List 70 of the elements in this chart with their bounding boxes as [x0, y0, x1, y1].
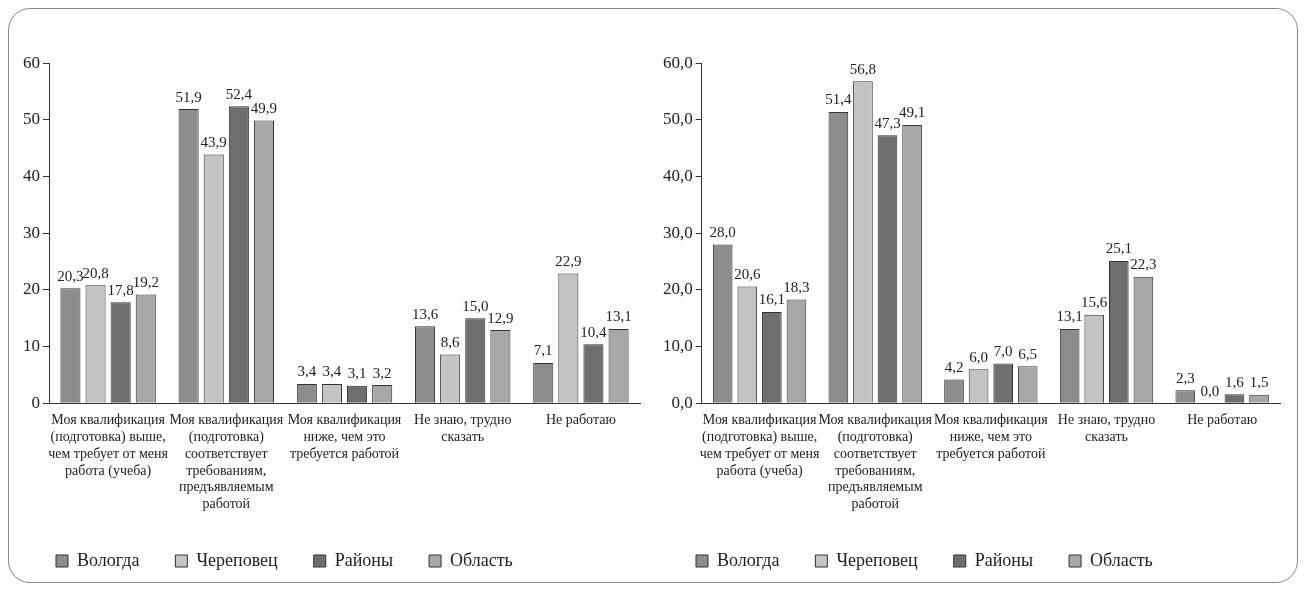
data-label: 25,1 — [1105, 240, 1132, 257]
legend-label: Область — [450, 549, 513, 570]
y-tick-label: 30,0 — [663, 222, 693, 242]
x-tick-label: Моя квалификация ниже, чем это требуется работой — [287, 412, 402, 461]
legend-label: Область — [1090, 549, 1153, 570]
data-label: 3,1 — [347, 365, 367, 382]
y-tick-label: 40 — [23, 166, 40, 185]
data-label: 20,3 — [57, 267, 84, 284]
data-label: 49,9 — [250, 99, 278, 116]
y-tick-label: 40,0 — [663, 166, 693, 185]
y-tick-label: 20,0 — [663, 279, 693, 299]
data-label: 2,3 — [1175, 369, 1195, 386]
data-label: 1,5 — [1249, 374, 1269, 391]
y-tick-label: 0 — [31, 392, 40, 412]
data-label: 3,2 — [372, 364, 392, 381]
data-label: 7,1 — [533, 342, 553, 359]
data-label: 13,6 — [411, 305, 439, 322]
data-label: 28,0 — [709, 223, 736, 240]
y-tick-label: 0,0 — [671, 392, 693, 412]
legend-label: Череповец — [196, 549, 279, 570]
data-label: 1,6 — [1225, 373, 1245, 390]
data-label: 12,9 — [487, 309, 514, 326]
data-label: 6,0 — [969, 348, 988, 365]
y-tick-label: 30 — [23, 222, 40, 242]
data-label: 20,8 — [82, 264, 109, 281]
legend-label: Череповец — [836, 549, 919, 570]
data-label: 51,9 — [175, 88, 202, 105]
data-label: 13,1 — [605, 308, 632, 325]
legend-label: Вологда — [717, 549, 780, 570]
data-label: 6,5 — [1018, 345, 1038, 362]
data-label: 18,3 — [783, 278, 810, 295]
y-tick-label: 50 — [23, 109, 40, 129]
x-tick-label: Не знаю, трудно сказать — [414, 412, 512, 445]
x-tick-label: Не работаю — [545, 412, 616, 428]
data-label: 20,6 — [734, 265, 761, 282]
legend-label: Районы — [334, 549, 394, 570]
data-label: 17,8 — [107, 281, 134, 298]
data-label: 52,4 — [225, 85, 253, 102]
y-tick-label: 60,0 — [663, 52, 693, 72]
data-label: 15,0 — [462, 297, 489, 314]
data-label: 22,3 — [1130, 256, 1157, 273]
x-tick-label: Не работаю — [1187, 412, 1258, 428]
data-label: 22,9 — [555, 252, 582, 269]
data-label: 13,1 — [1056, 308, 1083, 325]
data-label: 51,4 — [825, 91, 852, 108]
data-label: 16,1 — [758, 291, 785, 308]
x-tick-label: Моя квалификация (подготовка) соответствует требованиям, предъявляемым работой — [169, 412, 284, 512]
data-label: 3,4 — [297, 363, 317, 380]
y-tick-label: 50,0 — [663, 109, 693, 129]
legend-label: Вологда — [77, 549, 140, 570]
y-tick-label: 60 — [23, 52, 40, 72]
data-label: 8,6 — [440, 333, 461, 350]
data-label: 47,3 — [874, 114, 901, 131]
data-label: 19,2 — [132, 273, 159, 290]
data-label: 43,9 — [200, 133, 227, 150]
y-tick-label: 10 — [23, 336, 40, 355]
data-label: 3,4 — [322, 363, 342, 380]
x-tick-label: Не знаю, трудно сказать — [1057, 412, 1156, 445]
data-label: 15,6 — [1081, 294, 1108, 311]
x-tick-label: Моя квалификация ниже, чем это требуется работой — [934, 412, 1049, 461]
y-tick-label: 10,0 — [663, 336, 693, 355]
data-label: 56,8 — [849, 60, 877, 77]
legend-label: Районы — [974, 549, 1034, 570]
x-tick-label: Моя квалификация (подготовка) выше, чем требует от меня работа (учеба) — [48, 412, 169, 479]
data-label: 10,4 — [580, 323, 608, 340]
data-label: 0,0 — [1200, 382, 1220, 399]
x-tick-label: Моя квалификация (подготовка) соответствует требованиям, предъявляемым работой — [818, 412, 933, 512]
data-label: 7,0 — [993, 342, 1013, 359]
y-tick-label: 20 — [23, 279, 40, 299]
data-label: 4,2 — [944, 358, 964, 375]
